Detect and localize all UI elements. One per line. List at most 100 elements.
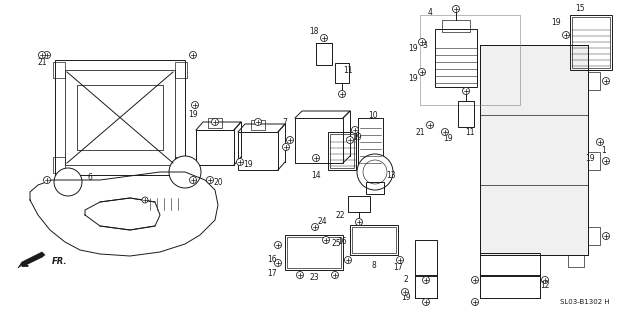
Circle shape (207, 177, 214, 183)
Bar (285, 235, 343, 270)
Text: 19: 19 (585, 154, 595, 163)
Circle shape (255, 118, 262, 125)
Text: 21: 21 (37, 58, 47, 67)
Text: 19: 19 (408, 44, 418, 52)
Bar (65, 70, 175, 165)
Circle shape (296, 271, 303, 278)
Text: 19: 19 (188, 109, 198, 118)
Text: SL03-B1302 H: SL03-B1302 H (560, 299, 610, 305)
Bar (366, 182, 384, 194)
Bar (53, 62, 65, 78)
Text: 8: 8 (372, 260, 376, 269)
Circle shape (282, 143, 289, 150)
Circle shape (44, 177, 51, 183)
Text: 11: 11 (465, 127, 475, 137)
Circle shape (321, 35, 328, 42)
Circle shape (312, 155, 319, 162)
Bar (196, 130, 234, 165)
Circle shape (472, 299, 479, 306)
Text: FR.: FR. (52, 258, 67, 267)
Text: 11: 11 (343, 66, 353, 75)
Text: 16: 16 (337, 237, 347, 246)
Bar (415, 276, 437, 298)
Circle shape (419, 68, 426, 76)
Bar (572, 17, 610, 68)
Bar (480, 45, 588, 255)
Text: 19: 19 (443, 133, 453, 142)
Bar (175, 157, 187, 173)
Circle shape (357, 154, 393, 190)
Circle shape (189, 52, 196, 59)
Circle shape (38, 52, 45, 59)
Bar (175, 62, 187, 78)
Bar (588, 152, 600, 170)
Text: 12: 12 (540, 281, 550, 290)
Circle shape (419, 38, 426, 45)
Circle shape (442, 129, 449, 135)
Text: 19: 19 (352, 132, 362, 141)
Text: 16: 16 (267, 255, 277, 265)
Polygon shape (18, 252, 45, 268)
Circle shape (237, 158, 243, 165)
Text: 2: 2 (404, 276, 408, 284)
Bar (350, 225, 398, 255)
Text: 25: 25 (331, 239, 341, 249)
Text: 17: 17 (393, 263, 403, 273)
Bar (568, 255, 584, 267)
Text: 3: 3 (422, 41, 428, 50)
Bar (287, 237, 341, 268)
Circle shape (463, 87, 470, 94)
Circle shape (346, 137, 353, 143)
Bar (570, 15, 612, 70)
Text: 10: 10 (368, 110, 378, 119)
Text: 21: 21 (415, 127, 425, 137)
Circle shape (422, 276, 429, 284)
Bar (238, 132, 278, 170)
Bar (251, 120, 265, 130)
Text: 22: 22 (335, 211, 345, 220)
Circle shape (344, 257, 351, 263)
Circle shape (397, 257, 403, 263)
Circle shape (363, 160, 387, 184)
Circle shape (211, 118, 218, 125)
Text: 19: 19 (408, 74, 418, 83)
Text: 6: 6 (88, 172, 92, 181)
Bar (330, 134, 354, 168)
Text: 13: 13 (386, 171, 396, 180)
Bar (335, 63, 349, 83)
Text: 24: 24 (317, 218, 327, 227)
Bar (435, 29, 477, 87)
Circle shape (312, 223, 319, 230)
Circle shape (142, 197, 148, 203)
Bar (55, 60, 185, 175)
Bar (420, 15, 520, 105)
Text: 19: 19 (551, 18, 561, 27)
Circle shape (191, 101, 198, 108)
Circle shape (602, 77, 609, 84)
Text: 4: 4 (428, 7, 433, 17)
Circle shape (169, 156, 201, 188)
Circle shape (189, 177, 196, 183)
Text: 19: 19 (243, 159, 253, 169)
Bar (53, 157, 65, 173)
Circle shape (426, 122, 433, 129)
Circle shape (351, 126, 358, 133)
Bar (348, 196, 370, 212)
Bar (358, 118, 383, 173)
Bar (588, 72, 600, 90)
Circle shape (401, 289, 408, 295)
Bar (415, 240, 437, 275)
Circle shape (563, 31, 570, 38)
Circle shape (54, 168, 82, 196)
Circle shape (422, 299, 429, 306)
Text: 18: 18 (309, 27, 319, 36)
Bar (458, 101, 474, 127)
Bar (77, 85, 163, 150)
Bar (295, 118, 343, 163)
Text: 17: 17 (267, 268, 277, 277)
Text: 19: 19 (401, 293, 411, 302)
Text: 15: 15 (575, 4, 585, 12)
Bar (316, 43, 332, 65)
Bar (480, 276, 540, 298)
Circle shape (323, 236, 330, 244)
